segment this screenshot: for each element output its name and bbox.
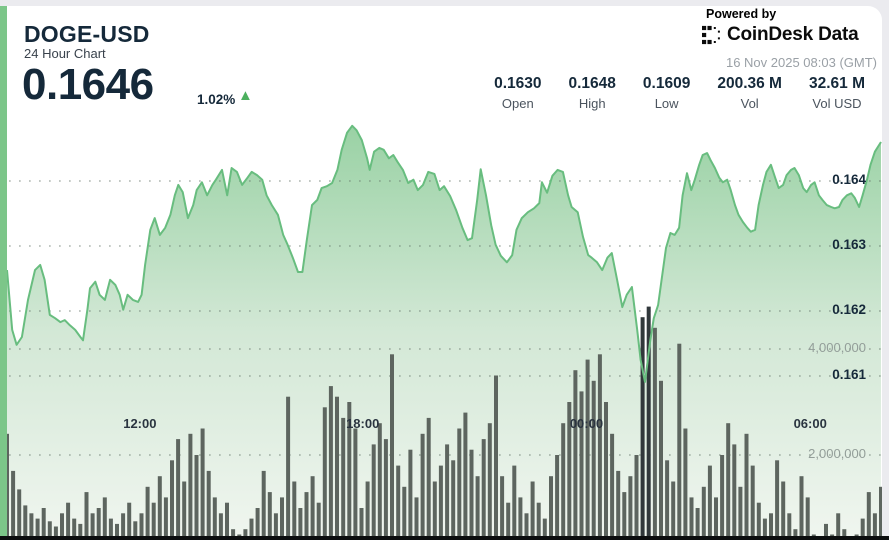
volume-tick-label: 2,000,000 [808, 446, 866, 461]
stat-vol-usd-label: Vol USD [812, 96, 862, 111]
volume-tick-label: 4,000,000 [808, 340, 866, 355]
chart-subtitle: 24 Hour Chart [24, 46, 106, 61]
stats-row: 0.1630 Open 0.1648 High 0.1609 Low 200.3… [494, 75, 865, 111]
coindesk-brand-text: CoinDesk Data [727, 24, 859, 45]
price-change-percent: 1.02% [197, 92, 236, 107]
price-tick-label: 0.163 [832, 237, 866, 252]
stat-vol-label: Vol [740, 96, 759, 111]
volume-bars [5, 306, 882, 540]
price-tick-label: 0.164 [832, 172, 866, 187]
stat-low: 0.1609 Low [643, 75, 690, 111]
stat-vol: 200.36 M Vol [717, 75, 782, 111]
bottom-border-bar [0, 536, 889, 540]
stat-open-value: 0.1630 [494, 75, 542, 92]
powered-by-label: Powered by [706, 7, 777, 21]
stat-vol-usd-value: 32.61 M [808, 75, 865, 92]
time-tick-label: 06:00 [793, 416, 827, 431]
last-price: 0.1646 [22, 60, 154, 109]
stat-vol-value: 200.36 M [717, 75, 782, 92]
left-accent-strip [0, 6, 7, 540]
stat-vol-usd: 32.61 M Vol USD [809, 75, 865, 111]
stat-open: 0.1630 Open [494, 75, 541, 111]
chart-card [0, 6, 882, 540]
stat-high-label: High [578, 96, 606, 111]
price-chart-svg[interactable] [0, 6, 882, 540]
coindesk-logo-icon [702, 25, 720, 45]
chart-timestamp: 16 Nov 2025 08:03 (GMT) [725, 55, 877, 70]
symbol-title: DOGE-USD [24, 21, 150, 47]
stat-high-value: 0.1648 [568, 75, 616, 92]
stat-low-label: Low [654, 96, 679, 111]
time-tick-label: 00:00 [569, 416, 604, 431]
time-tick-label: 18:00 [346, 416, 380, 431]
coindesk-brand-link[interactable]: CoinDesk Data [702, 24, 859, 46]
up-triangle-icon: ▲ [238, 87, 253, 104]
stat-low-value: 0.1609 [642, 75, 691, 92]
stat-high: 0.1648 High [569, 75, 616, 111]
price-tick-label: 0.162 [832, 302, 866, 317]
stat-open-label: Open [501, 96, 534, 111]
price-line [6, 124, 882, 383]
price-tick-label: 0.161 [832, 367, 866, 382]
time-tick-label: 12:00 [123, 416, 157, 431]
